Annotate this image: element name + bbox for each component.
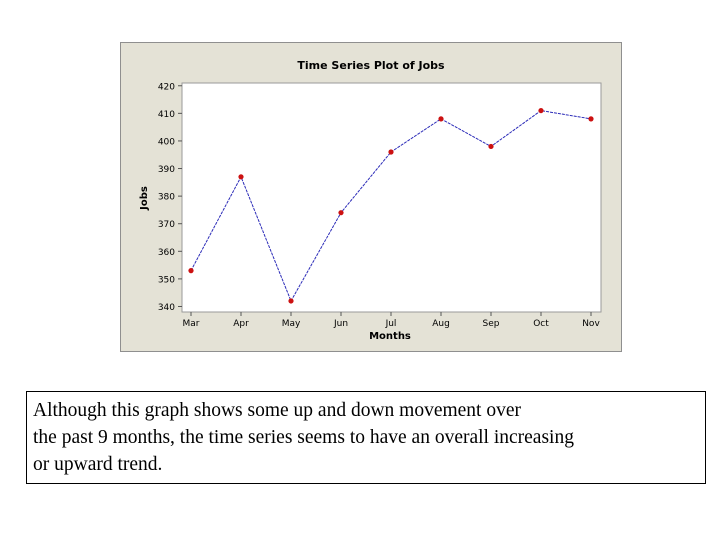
caption-box: Although this graph shows some up and do… xyxy=(26,391,706,484)
caption-line: Although this graph shows some up and do… xyxy=(33,400,521,421)
data-point xyxy=(188,268,194,274)
x-axis-ticks: Mar Apr May Jun Jul Aug Sep Oct Nov xyxy=(183,312,600,329)
y-tick-label: 410 xyxy=(158,110,175,120)
data-point xyxy=(438,116,444,122)
y-tick-label: 420 xyxy=(158,82,175,92)
x-tick-label: Nov xyxy=(582,319,600,329)
x-tick-label: Oct xyxy=(533,319,549,329)
x-tick-label: Jul xyxy=(385,319,397,329)
y-tick-label: 350 xyxy=(158,275,175,285)
y-tick-label: 360 xyxy=(158,248,175,258)
data-point xyxy=(488,143,494,150)
data-point xyxy=(588,116,594,122)
x-tick-label: Apr xyxy=(233,319,249,329)
y-tick-label: 400 xyxy=(158,137,175,147)
y-axis-ticks: 340 350 360 370 380 390 400 410 420 xyxy=(158,82,182,313)
x-tick-label: Jun xyxy=(333,319,348,329)
time-series-chart: Time Series Plot of Jobs Months Jobs 340… xyxy=(139,59,602,342)
data-point xyxy=(538,107,544,114)
x-tick-label: May xyxy=(282,319,301,329)
x-axis-label: Months xyxy=(369,331,411,342)
x-tick-label: Mar xyxy=(183,319,200,329)
chart-title: Time Series Plot of Jobs xyxy=(297,59,445,72)
x-tick-label: Sep xyxy=(483,319,500,329)
x-tick-label: Aug xyxy=(432,319,450,329)
y-axis-label: Jobs xyxy=(139,186,150,211)
y-tick-label: 340 xyxy=(158,303,175,313)
series-jobs xyxy=(188,107,594,304)
plot-area xyxy=(181,82,602,313)
caption-line: the past 9 months, the time series seems… xyxy=(33,427,574,448)
y-tick-label: 380 xyxy=(158,193,175,203)
data-point xyxy=(338,210,344,216)
caption-line: or upward trend. xyxy=(33,454,163,475)
y-tick-label: 390 xyxy=(158,165,175,175)
data-point xyxy=(288,298,294,304)
y-tick-label: 370 xyxy=(158,220,175,230)
data-point xyxy=(388,149,394,155)
data-point xyxy=(238,174,244,180)
chart-frame: Time Series Plot of Jobs Months Jobs 340… xyxy=(120,42,622,352)
